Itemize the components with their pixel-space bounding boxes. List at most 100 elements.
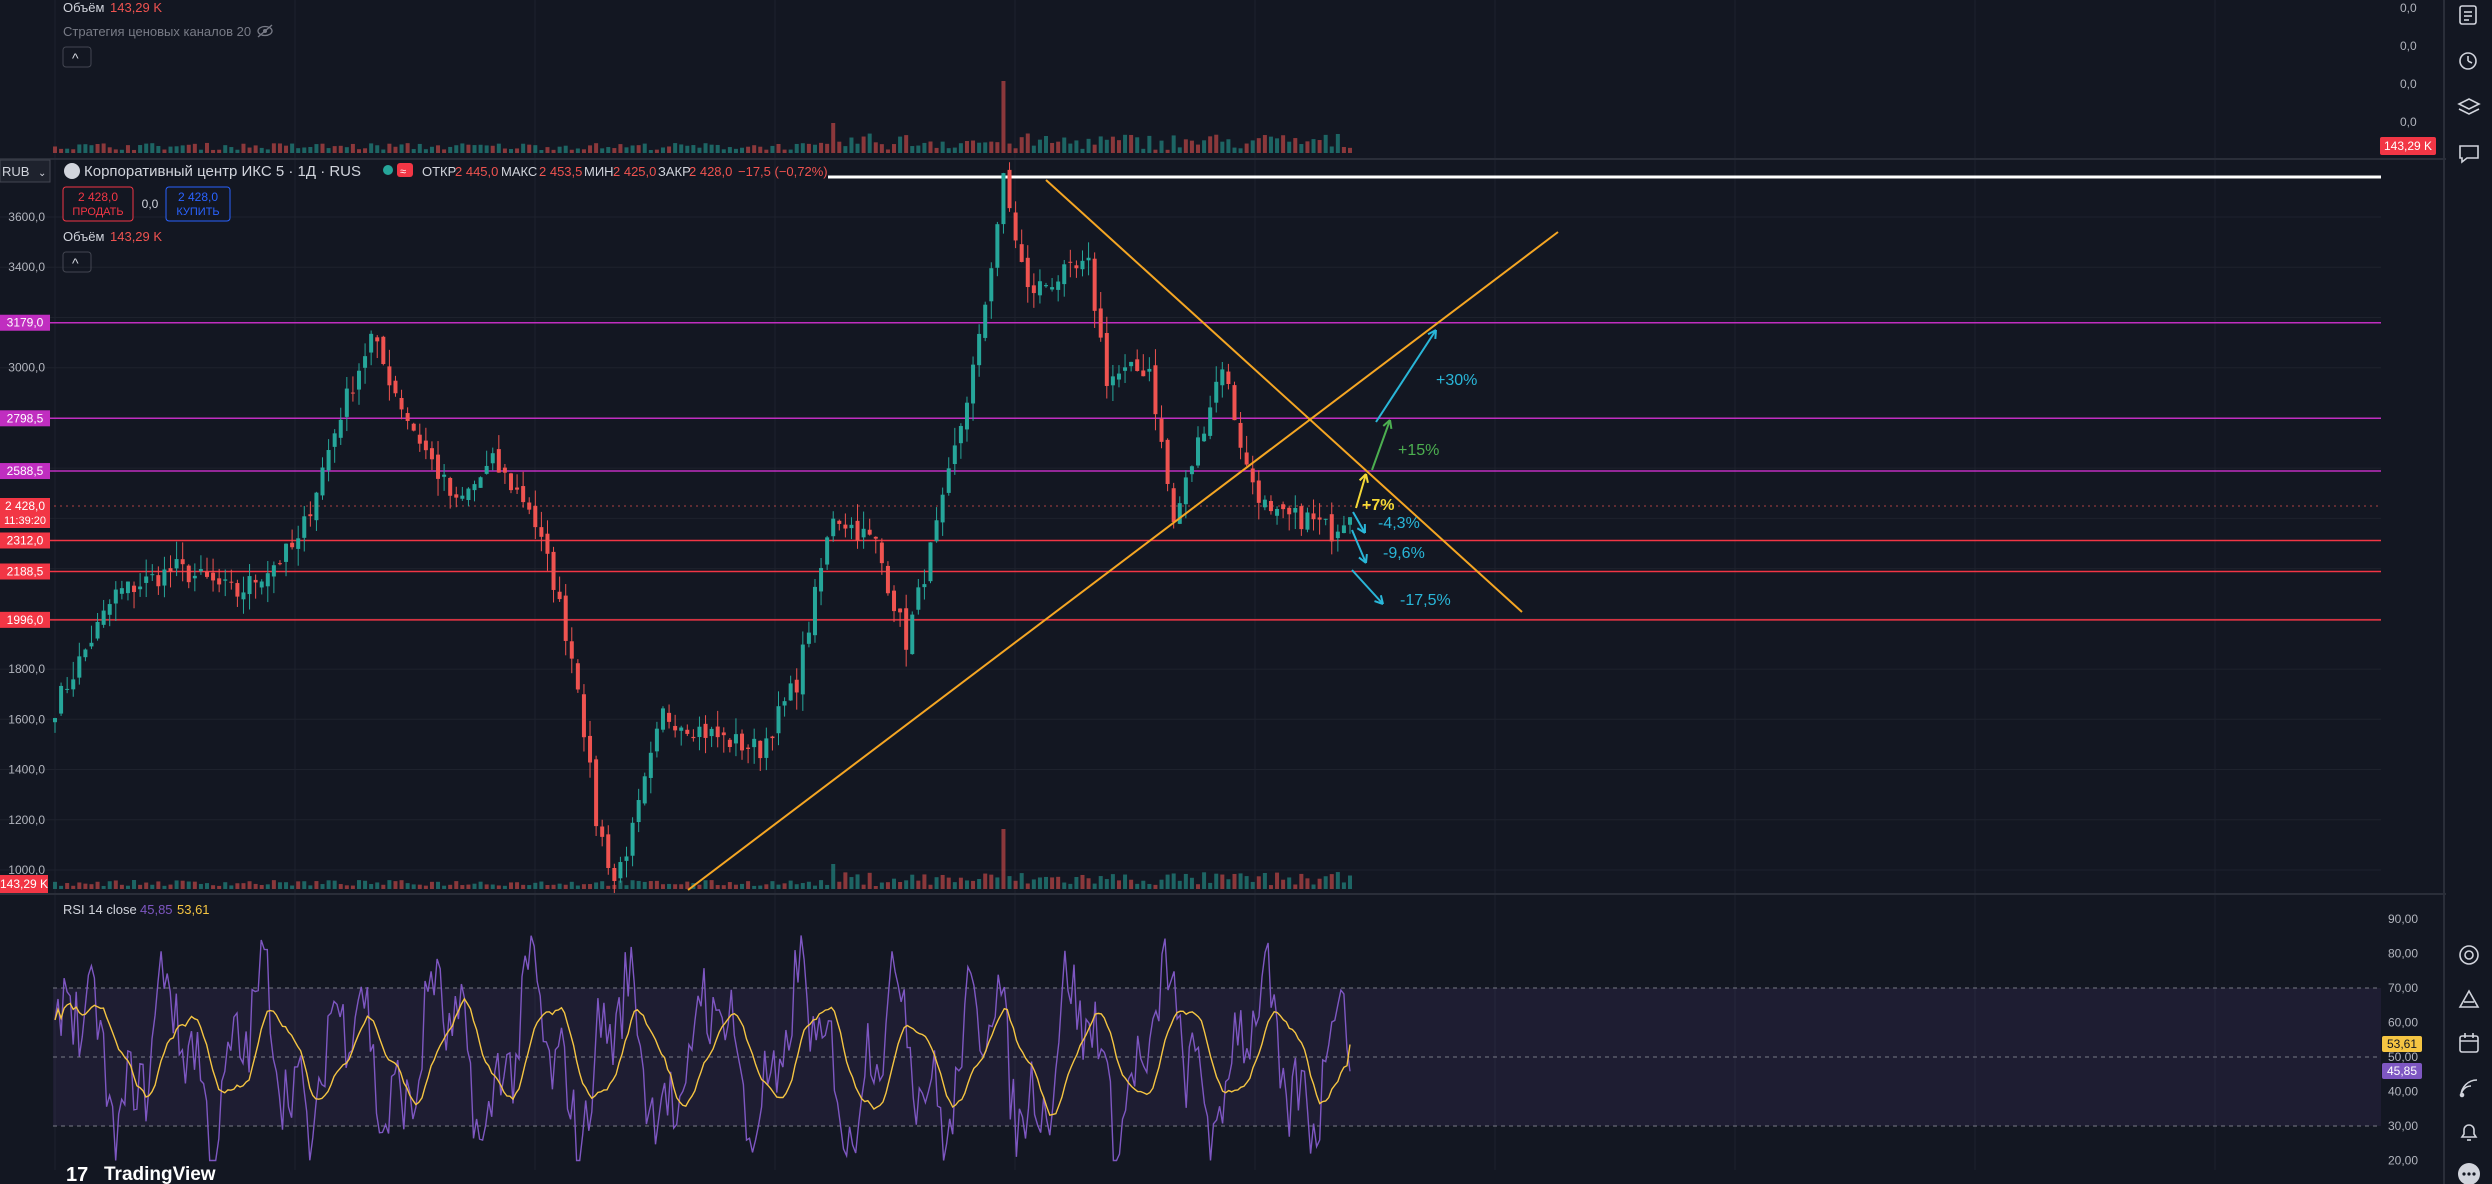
top-volume-bar [1123, 134, 1128, 153]
volume-bar [831, 864, 836, 889]
top-volume-bar [685, 145, 690, 153]
top-volume-bar [290, 143, 295, 153]
top-volume-bar [654, 149, 659, 153]
top-collapse-button[interactable] [62, 46, 92, 68]
volume-bar [551, 884, 556, 889]
volume-bar [369, 884, 374, 889]
candle-body [1062, 264, 1067, 285]
symbol-title[interactable]: Корпоративный центр ИКС 5 · 1Д · RUS [84, 163, 361, 180]
top-volume-bar [812, 144, 817, 153]
more-icon[interactable] [2458, 1163, 2480, 1184]
price-tick-label: 3600,0 [8, 210, 45, 224]
volume-bar [521, 884, 526, 889]
candle-body [381, 336, 386, 365]
candle-body [423, 440, 428, 451]
bell-icon[interactable] [2460, 1124, 2478, 1141]
volume-bar [1171, 873, 1176, 889]
candle-body [1110, 376, 1115, 386]
top-volume-bar [545, 147, 550, 153]
target-icon[interactable] [2459, 945, 2479, 965]
top-volume-bar [758, 146, 763, 153]
currency-selector[interactable] [0, 159, 51, 183]
ohlc-change: −17,5 (−0,72%) [738, 164, 828, 179]
volume-bar [1001, 829, 1006, 889]
main-collapse-button[interactable] [62, 251, 92, 273]
volume-bar [429, 881, 434, 889]
candle-body [1123, 367, 1128, 371]
candle-body [393, 380, 398, 394]
top-volume-bar [800, 143, 805, 153]
candle-body [557, 591, 562, 600]
volume-bar [940, 874, 945, 889]
volume-bar [399, 880, 404, 889]
price-tick-label: 1800,0 [8, 662, 45, 676]
candle-body [296, 538, 301, 549]
volume-bar [95, 881, 100, 889]
candle-body [1044, 285, 1049, 287]
stream-icon[interactable] [2459, 1079, 2478, 1098]
volume-bar [338, 884, 343, 889]
top-volume-bar [162, 149, 167, 153]
trendlines[interactable] [687, 179, 1559, 891]
top-volume-bar [885, 149, 890, 153]
candle-body [1202, 433, 1207, 442]
top-volume-bar [1050, 142, 1055, 153]
candle-body [1129, 361, 1134, 367]
compare-icon[interactable] [397, 163, 413, 177]
price-tick-label: 1200,0 [8, 813, 45, 827]
rsi-legend: RSI 14 close 45,85 53,61 [63, 902, 210, 917]
top-volume-bar [247, 147, 252, 153]
target-label: +15% [1398, 442, 1439, 459]
volume-bar [436, 881, 441, 889]
top-volume-bar [53, 146, 57, 153]
volume-bar [284, 882, 289, 889]
volume-bar [843, 872, 848, 889]
volume-bar [1086, 878, 1091, 889]
candle-body [241, 592, 246, 600]
watchlist-icon[interactable] [2459, 5, 2477, 25]
top-volume-value: 143,29 K [110, 0, 162, 15]
rsi-line [54, 935, 1351, 1162]
top-volume-bar [508, 148, 513, 153]
rsi-ma-value: 53,61 [177, 902, 210, 917]
rsi-ma-badge: 53,61 [2387, 1037, 2417, 1051]
rsi-tick-label: 50,00 [2388, 1050, 2418, 1064]
candle-body [1050, 287, 1055, 290]
target-label: +30% [1436, 372, 1477, 389]
eye-icon[interactable] [257, 24, 273, 38]
candle-body [314, 492, 319, 521]
top-volume-bar [1189, 140, 1194, 153]
volume-bar [892, 878, 897, 889]
top-volume-bar [1256, 138, 1261, 153]
volume-bar [910, 874, 915, 889]
top-volume-bar [746, 146, 751, 153]
candle-body [1317, 517, 1322, 520]
candle-body [496, 449, 501, 473]
sell-button[interactable] [62, 186, 134, 222]
rsi-label: RSI 14 close [63, 902, 137, 917]
top-volume-bar [502, 148, 507, 153]
top-tick-label: 0,0 [2400, 1, 2417, 15]
level-badge [0, 611, 50, 628]
volume-bar [77, 882, 82, 889]
chat-icon[interactable] [2459, 145, 2479, 164]
volume-bar [654, 880, 659, 889]
candle-body [235, 583, 240, 597]
top-volume-bar [1305, 141, 1310, 153]
ohlc-low-value: 2 425,0 [613, 164, 656, 179]
candle-body [466, 488, 471, 501]
ideas-icon[interactable] [2458, 989, 2480, 1008]
buy-button[interactable] [165, 186, 231, 222]
layers-icon[interactable] [2457, 98, 2481, 115]
top-volume-bar [727, 147, 732, 153]
target-arrows[interactable]: +30% +15% +7%-4,3% -9,6% -17,5% [1351, 329, 1477, 609]
candle-body [1232, 385, 1237, 421]
top-volume-bar [934, 147, 939, 153]
calendar-icon[interactable] [2459, 1033, 2479, 1053]
top-volume-bar [1214, 134, 1219, 153]
top-volume-bar [1074, 140, 1079, 153]
volume-bar [557, 883, 562, 889]
alarm-clock-icon[interactable] [2459, 52, 2477, 70]
volume-bar [636, 880, 641, 889]
